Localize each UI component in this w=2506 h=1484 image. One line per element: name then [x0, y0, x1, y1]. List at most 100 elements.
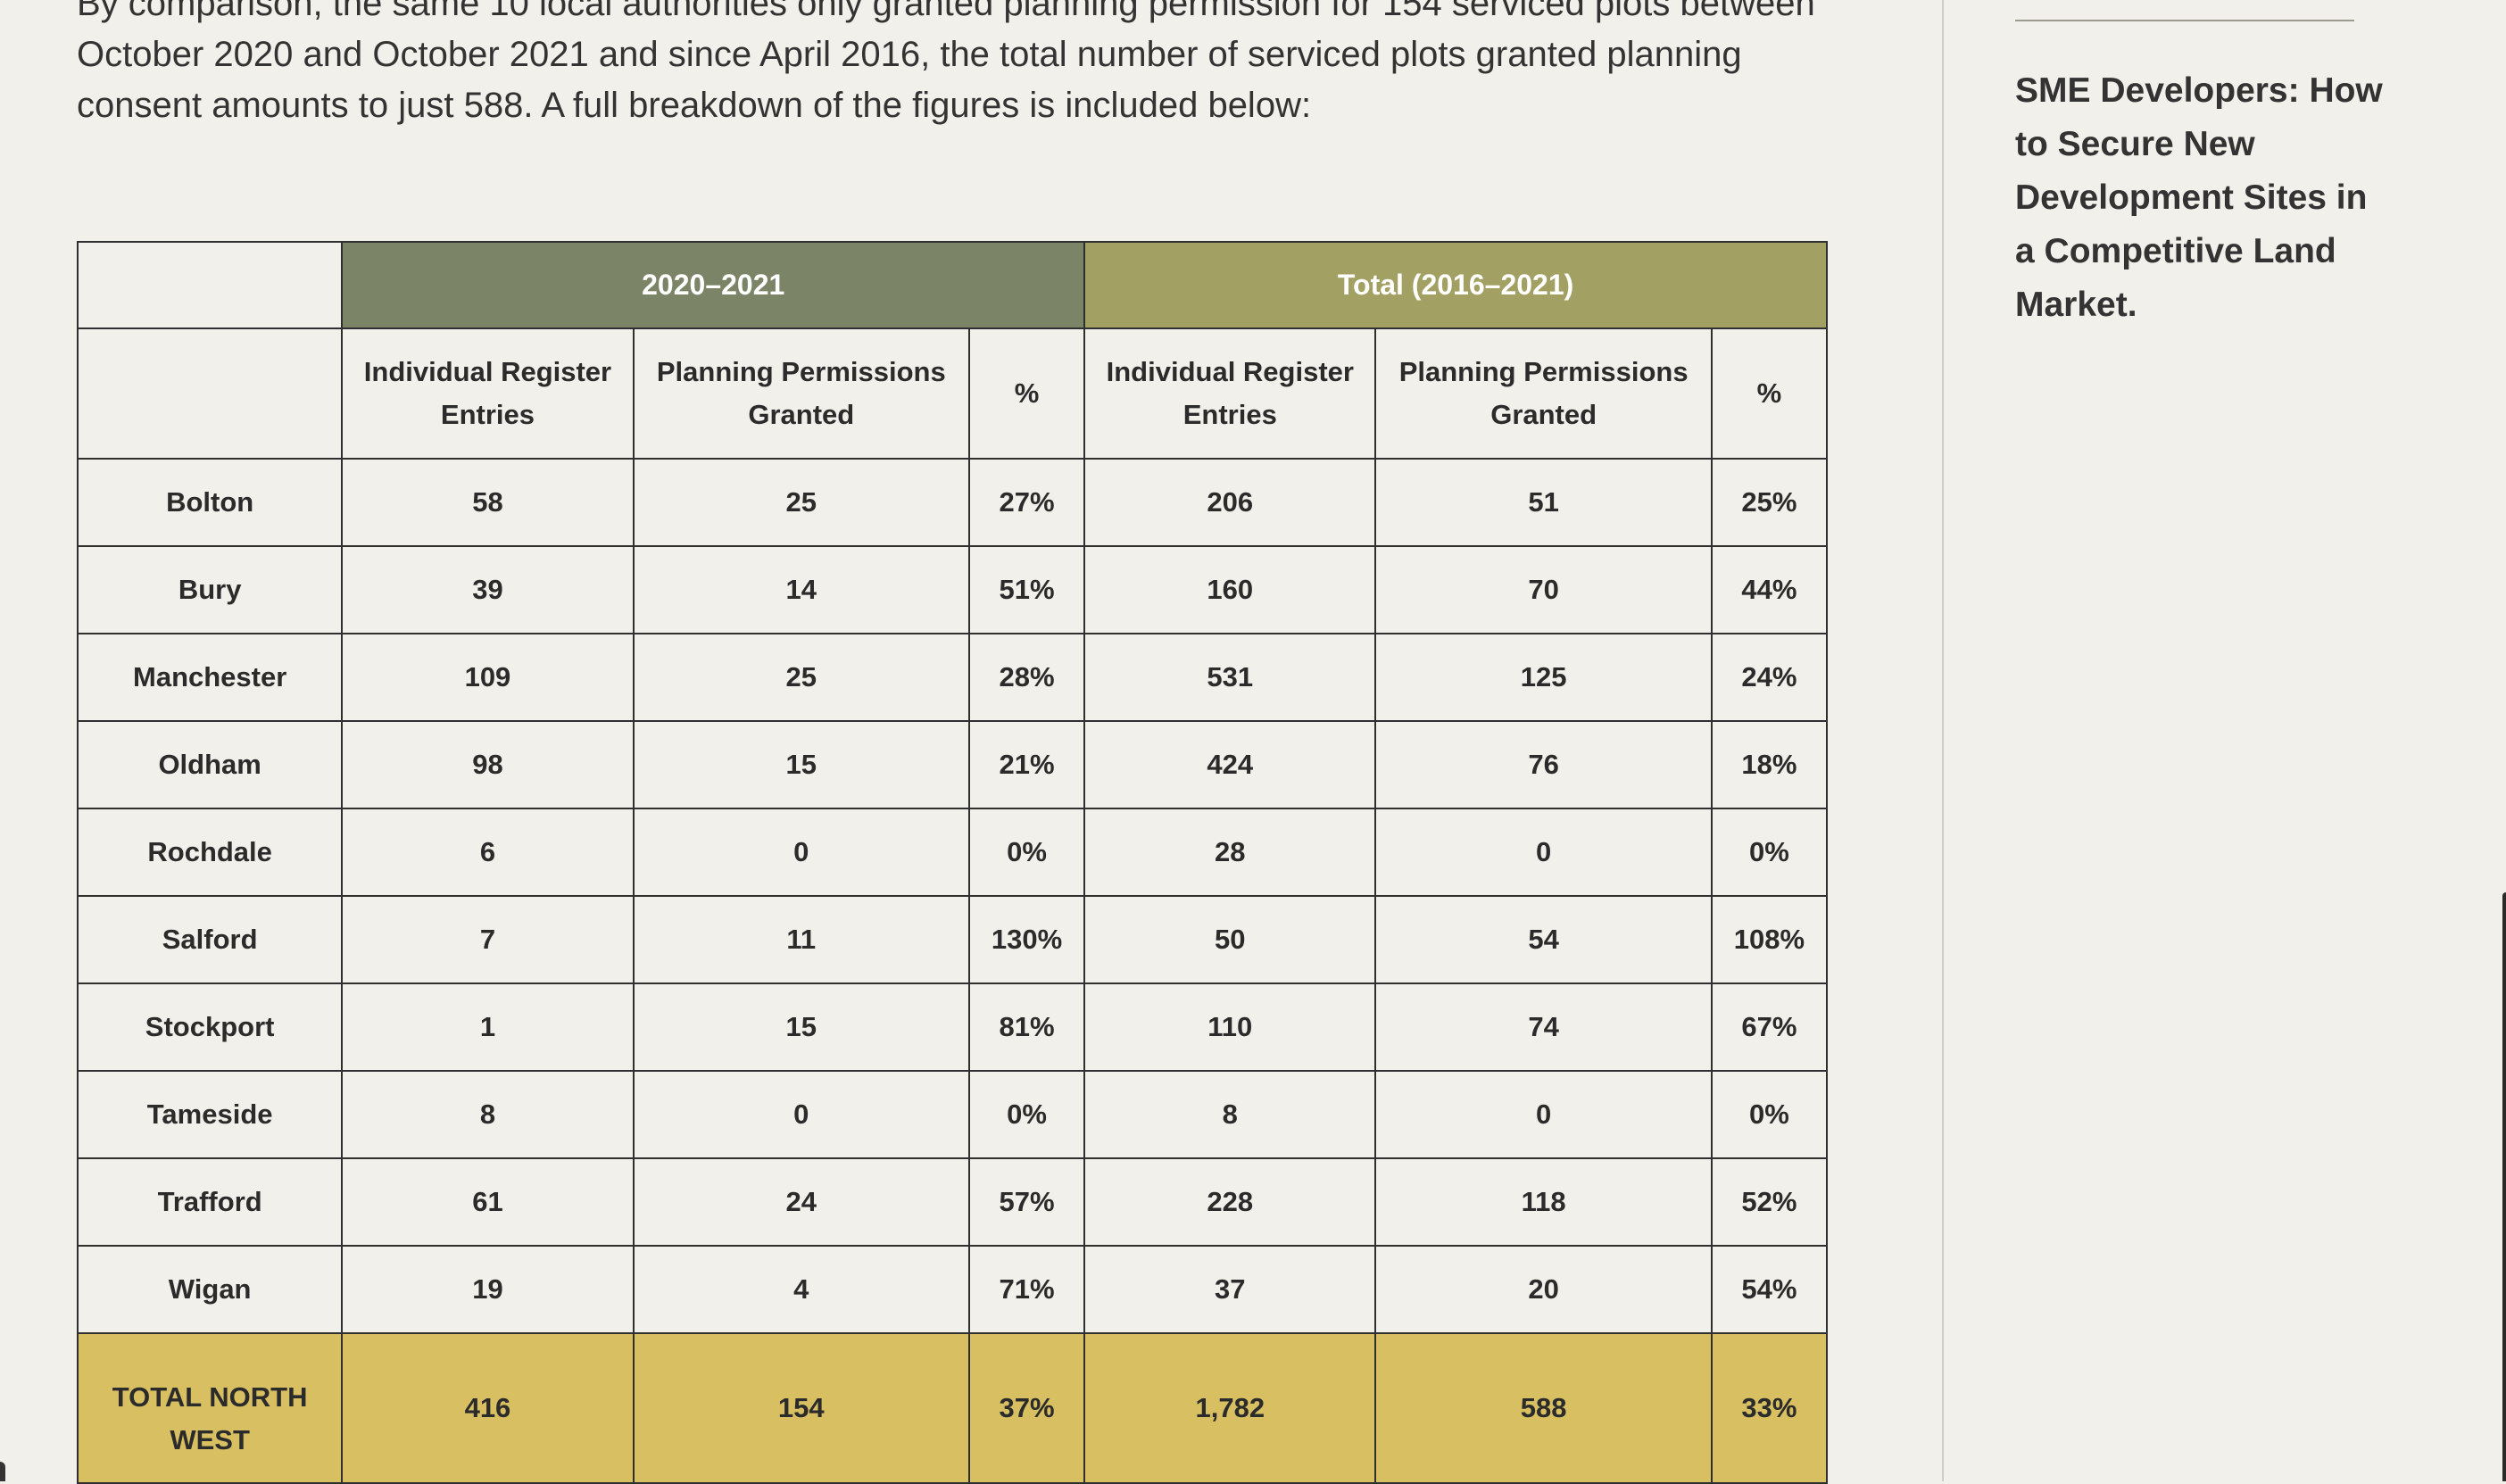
cell-permissions-2020: 0	[632, 1070, 970, 1159]
cell-entries-2020: 8	[341, 1070, 635, 1159]
window-frame-edge	[2502, 892, 2506, 1481]
group-header-total-2016-2021: Total (2016–2021)	[1083, 241, 1828, 329]
row-authority-name: Bolton	[76, 458, 344, 547]
cell-entries-2020: 98	[341, 720, 635, 809]
total-entries-total: 1,782	[1083, 1332, 1377, 1484]
cell-entries-total: 424	[1083, 720, 1377, 809]
cell-entries-2020: 6	[341, 808, 635, 897]
cell-entries-2020: 1	[341, 982, 635, 1072]
cell-entries-total: 160	[1083, 545, 1377, 634]
group-header-2020-2021: 2020–2021	[341, 241, 1086, 329]
column-header-entries-2020: Individual Register Entries	[341, 327, 635, 460]
table-row: Trafford 61 24 57% 228 118 52%	[76, 1157, 1829, 1247]
table-row: Tameside 8 0 0% 8 0 0%	[76, 1070, 1829, 1159]
table-row: Oldham 98 15 21% 424 76 18%	[76, 720, 1829, 809]
column-header-percent-total: %	[1710, 327, 1829, 460]
cell-percent-total: 52%	[1710, 1157, 1829, 1247]
cell-permissions-2020: 24	[632, 1157, 970, 1247]
cell-permissions-2020: 0	[632, 808, 970, 897]
table-row: Bolton 58 25 27% 206 51 25%	[76, 458, 1829, 547]
cell-percent-2020: 21%	[967, 720, 1086, 809]
cell-entries-total: 228	[1083, 1157, 1377, 1247]
planning-breakdown-table: 2020–2021 Total (2016–2021) Individual R…	[76, 241, 1829, 1484]
cell-entries-total: 206	[1083, 458, 1377, 547]
cell-percent-total: 18%	[1710, 720, 1829, 809]
table-row: Salford 7 11 130% 50 54 108%	[76, 895, 1829, 984]
total-permissions-total: 588	[1374, 1332, 1713, 1484]
table-column-header-row: Individual Register Entries Planning Per…	[76, 327, 1829, 460]
cell-permissions-2020: 15	[632, 982, 970, 1072]
row-authority-name: Rochdale	[76, 808, 344, 897]
table-row: Stockport 1 15 81% 110 74 67%	[76, 982, 1829, 1072]
cell-entries-2020: 19	[341, 1245, 635, 1334]
cell-percent-2020: 28%	[967, 633, 1086, 722]
cell-permissions-total: 20	[1374, 1245, 1713, 1334]
sidebar-divider	[1942, 0, 1944, 1481]
cell-permissions-total: 51	[1374, 458, 1713, 547]
column-header-permissions-total: Planning Permissions Granted	[1374, 327, 1713, 460]
cell-entries-2020: 61	[341, 1157, 635, 1247]
row-authority-name: Oldham	[76, 720, 344, 809]
cell-entries-2020: 109	[341, 633, 635, 722]
column-header-percent-2020: %	[967, 327, 1086, 460]
cell-entries-total: 110	[1083, 982, 1377, 1072]
cell-permissions-2020: 11	[632, 895, 970, 984]
cell-percent-total: 54%	[1710, 1245, 1829, 1334]
cell-entries-total: 37	[1083, 1245, 1377, 1334]
column-header-entries-total: Individual Register Entries	[1083, 327, 1377, 460]
table-row: Rochdale 6 0 0% 28 0 0%	[76, 808, 1829, 897]
table-corner-cell	[76, 241, 344, 329]
cell-permissions-2020: 25	[632, 633, 970, 722]
cell-percent-2020: 51%	[967, 545, 1086, 634]
cell-permissions-2020: 4	[632, 1245, 970, 1334]
sidebar-separator-line	[2015, 20, 2354, 21]
cell-percent-total: 67%	[1710, 982, 1829, 1072]
cell-entries-2020: 39	[341, 545, 635, 634]
window-frame-corner	[0, 1462, 5, 1481]
cell-percent-2020: 0%	[967, 1070, 1086, 1159]
cell-permissions-2020: 14	[632, 545, 970, 634]
row-authority-name: Trafford	[76, 1157, 344, 1247]
row-authority-name: Manchester	[76, 633, 344, 722]
cell-permissions-2020: 25	[632, 458, 970, 547]
cell-entries-total: 50	[1083, 895, 1377, 984]
column-header-blank	[76, 327, 344, 460]
cell-entries-total: 8	[1083, 1070, 1377, 1159]
cell-permissions-total: 54	[1374, 895, 1713, 984]
cell-permissions-total: 0	[1374, 1070, 1713, 1159]
cell-permissions-2020: 15	[632, 720, 970, 809]
total-entries-2020: 416	[341, 1332, 635, 1484]
row-authority-name: Bury	[76, 545, 344, 634]
row-authority-name: Stockport	[76, 982, 344, 1072]
cell-percent-2020: 81%	[967, 982, 1086, 1072]
article-intro-paragraph: By comparison, the same 10 local authori…	[77, 0, 1815, 125]
cell-percent-total: 0%	[1710, 1070, 1829, 1159]
cell-entries-total: 531	[1083, 633, 1377, 722]
table-total-row: TOTAL NORTH WEST 416 154 37% 1,782 588 3…	[76, 1332, 1829, 1484]
table-row: Wigan 19 4 71% 37 20 54%	[76, 1245, 1829, 1334]
row-authority-name: Wigan	[76, 1245, 344, 1334]
column-header-permissions-2020: Planning Permissions Granted	[632, 327, 970, 460]
table-row: Bury 39 14 51% 160 70 44%	[76, 545, 1829, 634]
cell-percent-2020: 57%	[967, 1157, 1086, 1247]
cell-percent-2020: 130%	[967, 895, 1086, 984]
cell-percent-total: 108%	[1710, 895, 1829, 984]
table-group-header-row: 2020–2021 Total (2016–2021)	[76, 241, 1828, 329]
cell-percent-total: 24%	[1710, 633, 1829, 722]
cell-permissions-total: 125	[1374, 633, 1713, 722]
cell-entries-2020: 7	[341, 895, 635, 984]
related-article-link[interactable]: SME Developers: How to Secure New Develo…	[2015, 71, 2383, 324]
cell-permissions-total: 70	[1374, 545, 1713, 634]
total-percent-total: 33%	[1710, 1332, 1829, 1484]
total-percent-2020: 37%	[967, 1332, 1086, 1484]
cell-percent-2020: 0%	[967, 808, 1086, 897]
cell-entries-total: 28	[1083, 808, 1377, 897]
cell-percent-2020: 71%	[967, 1245, 1086, 1334]
total-row-label: TOTAL NORTH WEST	[76, 1332, 344, 1484]
row-authority-name: Salford	[76, 895, 344, 984]
total-permissions-2020: 154	[632, 1332, 970, 1484]
row-authority-name: Tameside	[76, 1070, 344, 1159]
cell-permissions-total: 0	[1374, 808, 1713, 897]
cell-percent-total: 25%	[1710, 458, 1829, 547]
cell-permissions-total: 74	[1374, 982, 1713, 1072]
